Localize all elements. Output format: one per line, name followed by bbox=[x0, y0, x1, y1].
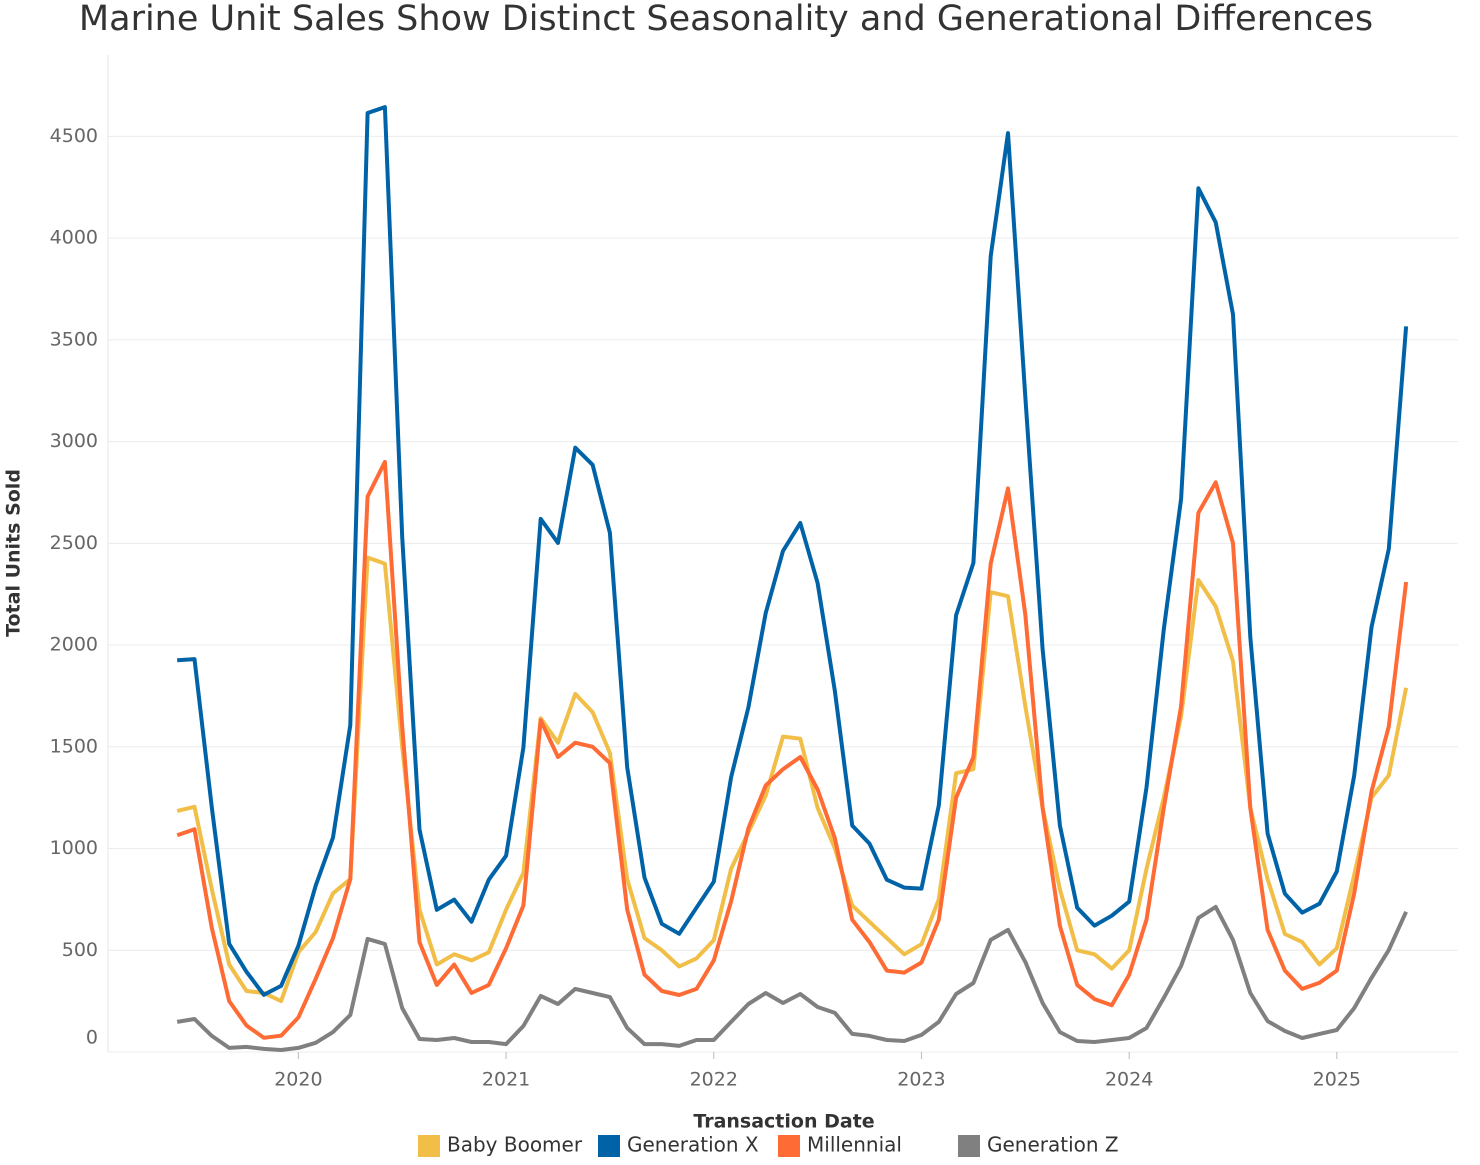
x-tick-label: 2024 bbox=[1105, 1069, 1153, 1091]
y-tick-label: 3500 bbox=[50, 328, 98, 350]
y-axis-title: Total Units Sold bbox=[3, 469, 25, 637]
x-tick-label: 2025 bbox=[1313, 1069, 1361, 1091]
y-tick-label: 4500 bbox=[50, 125, 98, 147]
y-tick-label: 2500 bbox=[50, 532, 98, 554]
y-tick-label: 3000 bbox=[50, 430, 98, 452]
y-tick-label: 2000 bbox=[50, 634, 98, 656]
series-line bbox=[177, 105, 1409, 997]
y-tick-label: 1000 bbox=[50, 837, 98, 859]
legend-label: Millennial bbox=[807, 1133, 902, 1157]
legend-swatch bbox=[958, 1135, 980, 1157]
legend-swatch bbox=[778, 1135, 800, 1157]
series-line bbox=[176, 555, 1409, 1004]
legend-label: Generation Z bbox=[987, 1133, 1119, 1157]
legend-label: Generation X bbox=[627, 1133, 759, 1157]
series-line bbox=[176, 459, 1409, 1040]
x-tick-label: 2023 bbox=[897, 1069, 945, 1091]
legend-label: Baby Boomer bbox=[447, 1133, 583, 1157]
x-tick-label: 2021 bbox=[482, 1069, 530, 1091]
y-tick-label: 500 bbox=[62, 939, 98, 961]
x-tick-label: 2022 bbox=[690, 1069, 738, 1091]
x-tick-label: 2020 bbox=[274, 1069, 322, 1091]
y-tick-label: 4000 bbox=[50, 227, 98, 249]
y-tick-label: 0 bbox=[86, 1027, 98, 1049]
legend-swatch bbox=[598, 1135, 620, 1157]
series-line bbox=[176, 904, 1408, 1052]
x-axis-title: Transaction Date bbox=[693, 1111, 874, 1133]
chart-title: Marine Unit Sales Show Distinct Seasonal… bbox=[79, 0, 1373, 39]
legend-swatch bbox=[418, 1135, 440, 1157]
y-tick-label: 1500 bbox=[50, 735, 98, 757]
